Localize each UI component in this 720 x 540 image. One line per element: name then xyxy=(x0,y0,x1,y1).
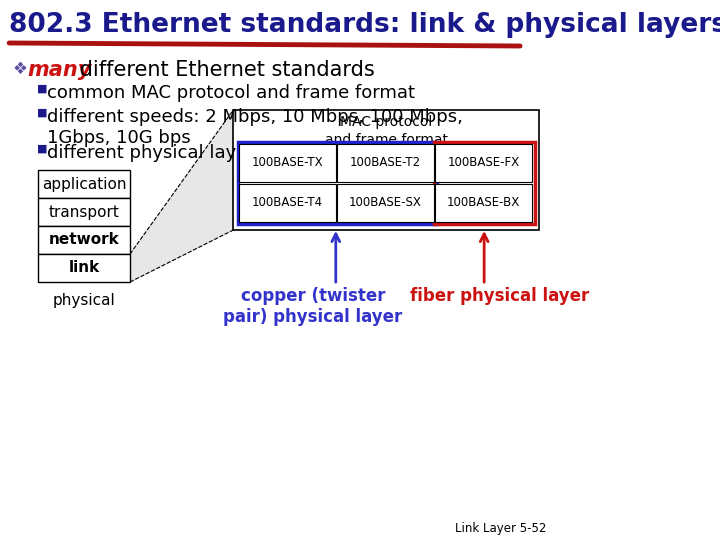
Bar xyxy=(38,254,130,282)
Bar xyxy=(38,226,130,254)
Text: fiber physical layer: fiber physical layer xyxy=(410,287,589,305)
Text: link: link xyxy=(68,260,100,275)
Text: 802.3 Ethernet standards: link & physical layers: 802.3 Ethernet standards: link & physica… xyxy=(9,12,720,38)
Text: 100BASE-T4: 100BASE-T4 xyxy=(252,197,323,210)
Text: application: application xyxy=(42,177,127,192)
Text: copper (twister
pair) physical layer: copper (twister pair) physical layer xyxy=(223,287,402,326)
Text: network: network xyxy=(49,233,120,247)
Text: 100BASE-BX: 100BASE-BX xyxy=(447,197,520,210)
Bar xyxy=(433,142,535,224)
Text: different speeds: 2 Mbps, 10 Mbps, 100 Mbps,
1Gbps, 10G bps: different speeds: 2 Mbps, 10 Mbps, 100 M… xyxy=(48,108,463,147)
Text: Link Layer 5-52: Link Layer 5-52 xyxy=(455,522,546,535)
Bar xyxy=(435,144,531,182)
Bar xyxy=(337,144,433,182)
Text: ■: ■ xyxy=(37,144,48,154)
Text: transport: transport xyxy=(49,205,120,219)
Text: MAC protocol
and frame format: MAC protocol and frame format xyxy=(325,115,448,147)
Text: ❖: ❖ xyxy=(12,60,27,78)
Text: 100BASE-FX: 100BASE-FX xyxy=(447,157,519,170)
Text: 100BASE-TX: 100BASE-TX xyxy=(252,157,323,170)
Text: different Ethernet standards: different Ethernet standards xyxy=(73,60,375,80)
Bar xyxy=(38,170,130,198)
Bar xyxy=(240,184,336,222)
Text: ■: ■ xyxy=(37,84,48,94)
Polygon shape xyxy=(130,110,233,282)
Bar xyxy=(435,184,531,222)
Text: 100BASE-SX: 100BASE-SX xyxy=(349,197,422,210)
Text: physical: physical xyxy=(53,293,115,307)
Bar xyxy=(238,142,437,224)
Bar xyxy=(337,184,433,222)
Text: many: many xyxy=(27,60,92,80)
Text: ■: ■ xyxy=(37,108,48,118)
Bar xyxy=(38,198,130,226)
Text: different physical layer media: fiber, cable: different physical layer media: fiber, c… xyxy=(48,144,431,162)
Bar xyxy=(233,110,539,230)
Bar xyxy=(240,144,336,182)
Text: 100BASE-T2: 100BASE-T2 xyxy=(350,157,421,170)
Text: common MAC protocol and frame format: common MAC protocol and frame format xyxy=(48,84,415,102)
